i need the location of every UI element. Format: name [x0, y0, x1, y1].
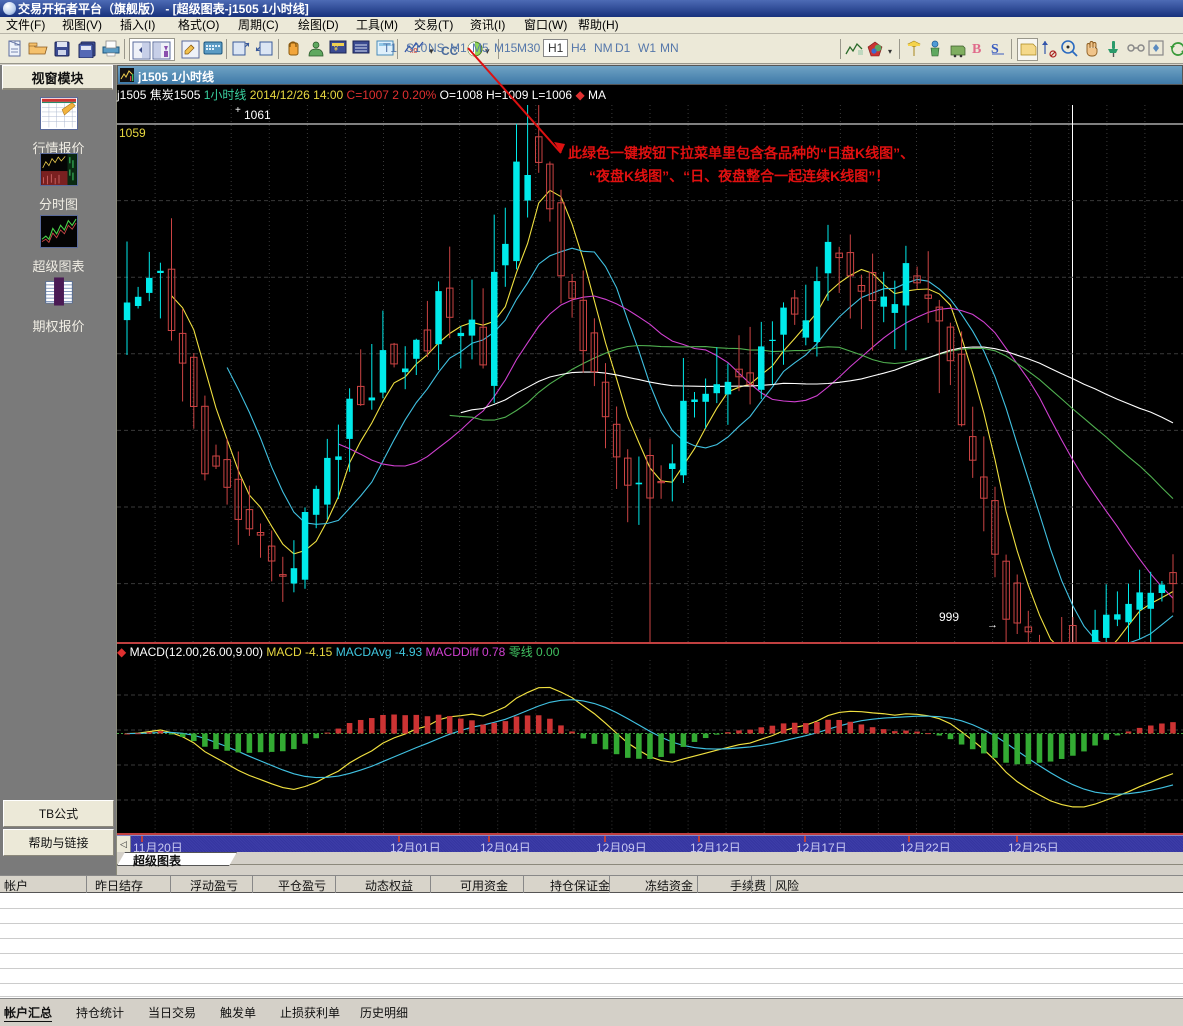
svg-text:¥: ¥	[334, 46, 338, 53]
svg-text:B: B	[972, 42, 981, 56]
